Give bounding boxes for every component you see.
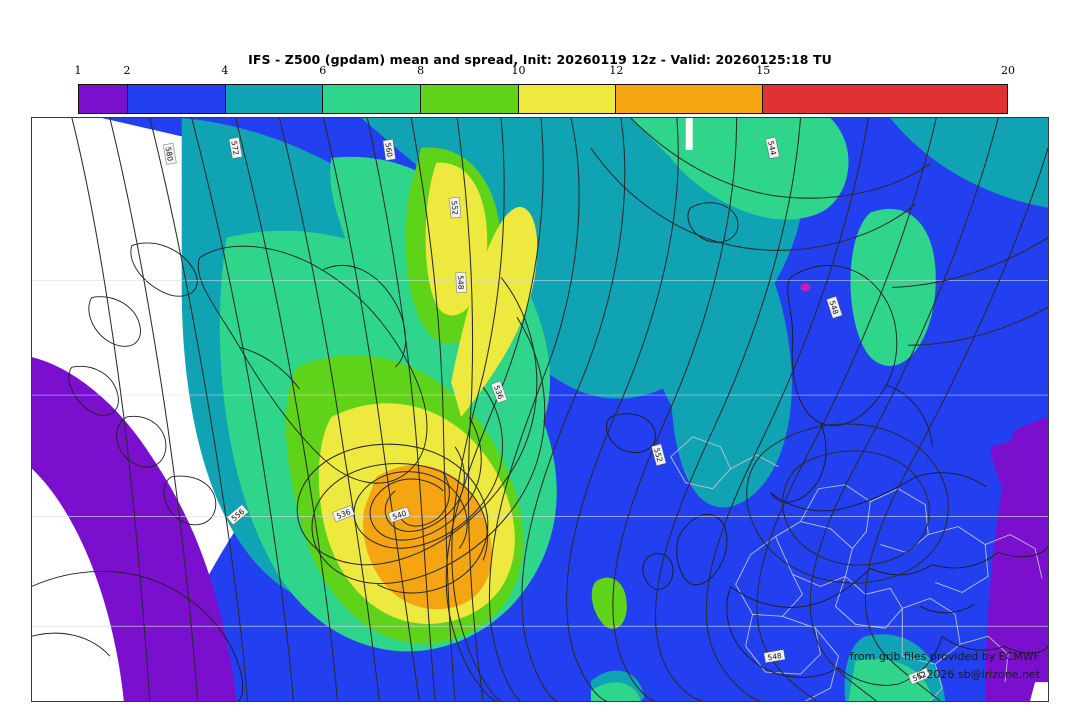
colorbar-swatch-12-15 (616, 85, 763, 113)
colorbar-swatch-4-6 (225, 85, 324, 113)
colorbar-tick-12: 12 (609, 64, 624, 77)
colorbar-tick-20: 20 (1001, 64, 1015, 77)
colorbar-tick-8: 8 (417, 64, 425, 77)
svg-text:552: 552 (450, 200, 460, 215)
page-title: IFS - Z500 (gpdam) mean and spread, Init… (248, 52, 832, 67)
spread-marker (800, 283, 811, 292)
svg-text:548: 548 (456, 275, 466, 290)
z500-contours (71, 118, 1048, 701)
svg-text:572: 572 (229, 140, 240, 156)
colorbar-swatch-15-20 (762, 85, 1007, 113)
colorbar-tick-6: 6 (319, 64, 327, 77)
graticule (32, 280, 1048, 627)
svg-text:560: 560 (383, 142, 394, 158)
colorbar-swatch-8-10 (420, 85, 519, 113)
colorbar-swatch-10-12 (518, 85, 617, 113)
colorbar-tick-2: 2 (123, 64, 131, 77)
map-canvas[interactable]: 580 560 572 552 (31, 117, 1049, 702)
svg-text:548: 548 (767, 651, 783, 662)
credit-source: from grib files provided by ECMWF (849, 650, 1040, 663)
colorbar-swatch-6-8 (323, 85, 421, 113)
colorbar: 1 2 4 6 8 10 12 15 20 (75, 64, 1015, 114)
colorbar-swatches (78, 84, 1008, 114)
colorbar-tick-labels: 1 2 4 6 8 10 12 15 20 (74, 64, 1016, 82)
colorbar-tick-1: 1 (74, 64, 82, 77)
data-gap (685, 118, 693, 150)
credit-copyright: ©2026 sb@irizone.net (915, 668, 1040, 681)
contour-labels: 580 560 572 552 (162, 136, 931, 685)
svg-text:552: 552 (652, 447, 664, 463)
colorbar-tick-10: 10 (511, 64, 526, 77)
colorbar-swatch-2-4 (127, 85, 226, 113)
country-borders (670, 436, 1043, 701)
svg-text:544: 544 (766, 140, 778, 156)
colorbar-swatch-1-2 (79, 85, 128, 113)
coastlines (32, 202, 1048, 701)
spread-contour-fill-high (285, 147, 627, 644)
svg-text:540: 540 (391, 509, 408, 522)
map-svg: 580 560 572 552 (32, 118, 1048, 701)
svg-text:548: 548 (827, 299, 840, 316)
colorbar-tick-15: 15 (756, 64, 771, 77)
colorbar-tick-4: 4 (221, 64, 229, 77)
svg-text:580: 580 (164, 146, 175, 162)
